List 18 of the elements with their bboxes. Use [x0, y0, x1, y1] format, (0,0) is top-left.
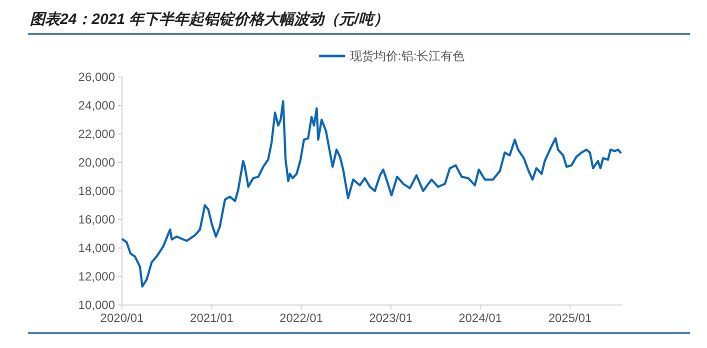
y-tick-label: 10,000 — [78, 298, 116, 312]
y-tick-label: 22,000 — [78, 127, 116, 141]
x-tick-label: 2025/01 — [548, 311, 592, 325]
y-tick-label: 18,000 — [78, 184, 116, 198]
y-tick-label: 14,000 — [78, 241, 116, 255]
y-tick-label: 16,000 — [78, 212, 116, 226]
x-tick-label: 2020/01 — [100, 311, 144, 325]
y-tick-label: 12,000 — [78, 270, 116, 284]
x-tick-label: 2021/01 — [190, 311, 234, 325]
title: 图表24：2021 年下半年起铝锭价格大幅波动（元/吨） — [30, 11, 388, 28]
x-tick-label: 2023/01 — [369, 311, 413, 325]
y-tick-label: 20,000 — [78, 156, 116, 170]
legend: 现货均价:铝:长江有色 — [319, 49, 465, 63]
legend-label: 现货均价:铝:长江有色 — [350, 49, 465, 63]
y-tick-label: 26,000 — [78, 70, 116, 84]
x-tick-label: 2024/01 — [458, 311, 502, 325]
y-tick-label: 24,000 — [78, 98, 116, 112]
x-tick-label: 2022/01 — [280, 311, 324, 325]
